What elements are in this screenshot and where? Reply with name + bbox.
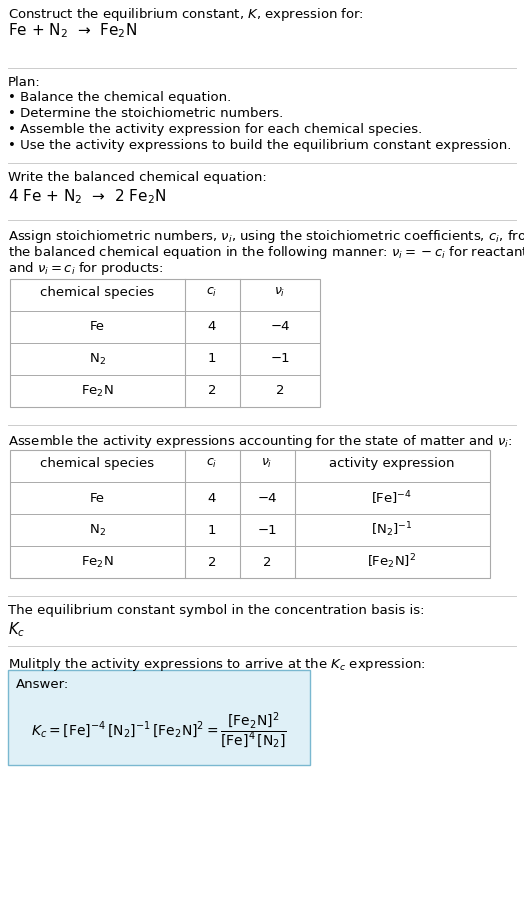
Text: and $\nu_i = c_i$ for products:: and $\nu_i = c_i$ for products:	[8, 260, 163, 277]
Text: Construct the equilibrium constant, $K$, expression for:: Construct the equilibrium constant, $K$,…	[8, 6, 364, 23]
Text: Assign stoichiometric numbers, $\nu_i$, using the stoichiometric coefficients, $: Assign stoichiometric numbers, $\nu_i$, …	[8, 228, 524, 245]
Text: −4: −4	[257, 492, 277, 504]
Text: • Determine the stoichiometric numbers.: • Determine the stoichiometric numbers.	[8, 107, 283, 120]
FancyBboxPatch shape	[8, 670, 310, 765]
Text: Fe: Fe	[90, 321, 104, 334]
Text: 4: 4	[208, 321, 216, 334]
Text: • Use the activity expressions to build the equilibrium constant expression.: • Use the activity expressions to build …	[8, 139, 511, 152]
Text: Fe$_2$N: Fe$_2$N	[81, 384, 113, 398]
Text: [N$_2$]$^{-1}$: [N$_2$]$^{-1}$	[371, 521, 413, 539]
Text: 2: 2	[276, 385, 284, 397]
Text: 2: 2	[208, 385, 216, 397]
Text: [Fe]$^{-4}$: [Fe]$^{-4}$	[372, 489, 412, 507]
Text: 4: 4	[208, 492, 216, 504]
Text: [Fe$_2$N]$^2$: [Fe$_2$N]$^2$	[367, 553, 417, 572]
Text: chemical species: chemical species	[40, 457, 154, 470]
Text: chemical species: chemical species	[40, 286, 154, 299]
Text: Write the balanced chemical equation:: Write the balanced chemical equation:	[8, 171, 267, 184]
Text: The equilibrium constant symbol in the concentration basis is:: The equilibrium constant symbol in the c…	[8, 604, 424, 617]
Text: Answer:: Answer:	[16, 678, 69, 691]
Text: −1: −1	[257, 523, 277, 537]
Text: 1: 1	[208, 523, 216, 537]
Text: activity expression: activity expression	[329, 457, 455, 470]
Bar	[10, 450, 490, 578]
Text: 2: 2	[263, 556, 271, 568]
Text: 2: 2	[208, 556, 216, 568]
Text: Fe$_2$N: Fe$_2$N	[81, 555, 113, 570]
Text: Mulitply the activity expressions to arrive at the $K_c$ expression:: Mulitply the activity expressions to arr…	[8, 656, 426, 673]
Text: −1: −1	[270, 352, 290, 366]
Text: $c_i$: $c_i$	[206, 286, 217, 299]
Text: N$_2$: N$_2$	[89, 522, 105, 538]
Text: $\nu_i$: $\nu_i$	[261, 457, 272, 470]
Text: the balanced chemical equation in the following manner: $\nu_i = -c_i$ for react: the balanced chemical equation in the fo…	[8, 244, 524, 261]
Text: Plan:: Plan:	[8, 76, 41, 89]
Text: $\nu_i$: $\nu_i$	[274, 286, 286, 299]
Text: • Assemble the activity expression for each chemical species.: • Assemble the activity expression for e…	[8, 123, 422, 136]
Text: Fe + N$_2$  →  Fe$_2$N: Fe + N$_2$ → Fe$_2$N	[8, 21, 137, 40]
Text: N$_2$: N$_2$	[89, 352, 105, 367]
Text: $K_c$: $K_c$	[8, 620, 25, 638]
Text: −4: −4	[270, 321, 290, 334]
Text: 1: 1	[208, 352, 216, 366]
Text: • Balance the chemical equation.: • Balance the chemical equation.	[8, 91, 231, 104]
Text: 4 Fe + N$_2$  →  2 Fe$_2$N: 4 Fe + N$_2$ → 2 Fe$_2$N	[8, 187, 166, 206]
Text: Assemble the activity expressions accounting for the state of matter and $\nu_i$: Assemble the activity expressions accoun…	[8, 433, 512, 450]
Text: $K_c = [\mathrm{Fe}]^{-4}\,[\mathrm{N_2}]^{-1}\,[\mathrm{Fe_2N}]^2$$ = \dfrac{[\: $K_c = [\mathrm{Fe}]^{-4}\,[\mathrm{N_2}…	[31, 711, 287, 752]
Text: $c_i$: $c_i$	[206, 457, 217, 470]
Bar	[10, 279, 320, 407]
Text: Fe: Fe	[90, 492, 104, 504]
